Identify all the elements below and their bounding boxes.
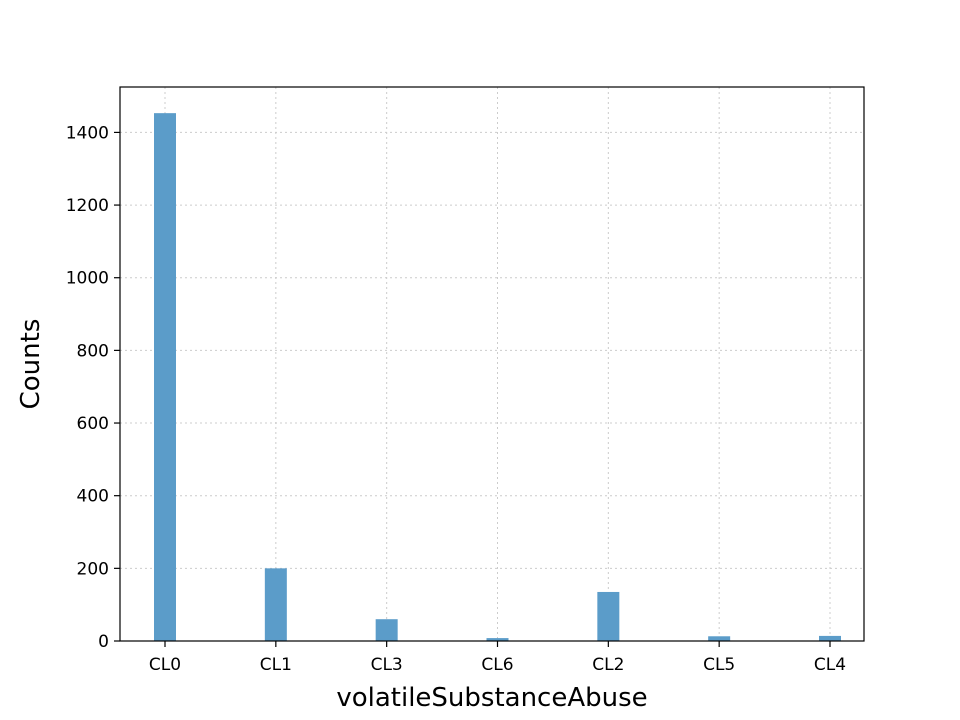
bar-cl4 bbox=[819, 635, 841, 641]
plot-frame bbox=[119, 86, 865, 642]
bar-cl2 bbox=[597, 591, 620, 641]
bar-cl3 bbox=[375, 619, 398, 641]
y-axis-label: Counts bbox=[16, 319, 46, 410]
bar-cl1 bbox=[264, 568, 287, 641]
bar-cl0 bbox=[154, 113, 176, 641]
y-tick-label: 400 bbox=[77, 487, 109, 507]
y-tick-label: 200 bbox=[77, 559, 109, 579]
bar-cl6 bbox=[486, 638, 509, 641]
y-tick-label: 600 bbox=[77, 414, 109, 434]
y-tick-label: 1000 bbox=[66, 269, 109, 289]
x-tick-label: CL2 bbox=[592, 655, 624, 675]
bars bbox=[154, 113, 841, 641]
x-tick-label: CL6 bbox=[481, 655, 513, 675]
y-tick-label: 1200 bbox=[66, 196, 109, 216]
y-tick-label: 1400 bbox=[66, 123, 109, 143]
x-tick-label: CL3 bbox=[371, 655, 403, 675]
ticks: 0 200 400 600 800 1000 1200 1400 CL0 CL1 CL3 CL6 CL2… bbox=[66, 123, 846, 675]
x-tick-label: CL5 bbox=[703, 655, 735, 675]
x-tick-label: CL1 bbox=[260, 655, 292, 675]
y-tick-label: 800 bbox=[77, 341, 109, 361]
x-tick-label: CL4 bbox=[814, 655, 846, 675]
bar-cl5 bbox=[708, 636, 731, 641]
x-axis-label: volatileSubstanceAbuse bbox=[336, 683, 647, 713]
y-tick-label: 0 bbox=[98, 632, 109, 652]
x-tick-label: CL0 bbox=[149, 655, 181, 675]
grid bbox=[120, 87, 864, 642]
